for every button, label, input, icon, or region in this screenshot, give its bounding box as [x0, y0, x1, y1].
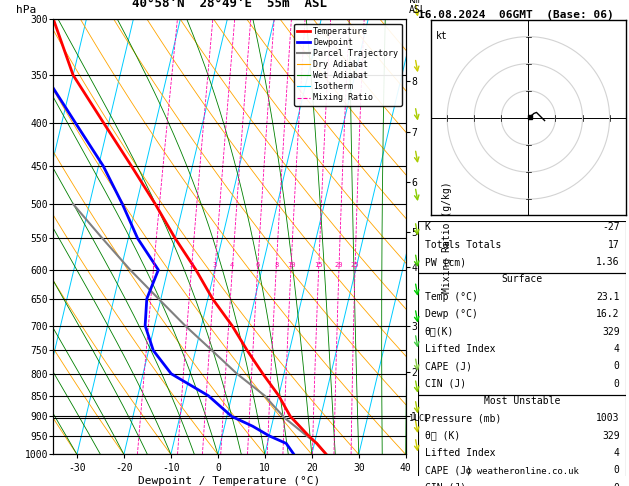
Text: 0: 0: [614, 361, 620, 371]
Text: Pressure (mb): Pressure (mb): [425, 413, 501, 423]
Text: 0: 0: [614, 379, 620, 389]
Text: K: K: [425, 223, 430, 232]
Text: Temp (°C): Temp (°C): [425, 292, 477, 302]
Bar: [418, 395, 626, 486]
Text: CIN (J): CIN (J): [425, 483, 465, 486]
Text: 15: 15: [314, 261, 323, 268]
Text: Totals Totals: Totals Totals: [425, 240, 501, 250]
Text: 1003: 1003: [596, 413, 620, 423]
Text: Lifted Index: Lifted Index: [425, 448, 495, 458]
Text: kt: kt: [437, 31, 448, 41]
Text: 329: 329: [602, 327, 620, 336]
Text: Most Unstable: Most Unstable: [484, 396, 560, 406]
Text: -27: -27: [602, 223, 620, 232]
Text: 0: 0: [614, 483, 620, 486]
Text: 40°58'N  28°49'E  55m  ASL: 40°58'N 28°49'E 55m ASL: [132, 0, 327, 10]
Text: 4: 4: [614, 448, 620, 458]
Text: Mixing Ratio (g/kg): Mixing Ratio (g/kg): [442, 181, 452, 293]
Text: 16.08.2024  06GMT  (Base: 06): 16.08.2024 06GMT (Base: 06): [418, 10, 614, 20]
Text: 329: 329: [602, 431, 620, 441]
Text: 4: 4: [614, 344, 620, 354]
Text: km
ASL: km ASL: [409, 0, 426, 15]
Text: 0: 0: [614, 465, 620, 475]
Text: θᴀ (K): θᴀ (K): [425, 431, 460, 441]
Text: PW (cm): PW (cm): [425, 257, 465, 267]
Text: 16.2: 16.2: [596, 309, 620, 319]
Text: 1.36: 1.36: [596, 257, 620, 267]
Text: 17: 17: [608, 240, 620, 250]
X-axis label: Dewpoint / Temperature (°C): Dewpoint / Temperature (°C): [138, 476, 321, 486]
Text: 3: 3: [213, 261, 217, 268]
Text: © weatheronline.co.uk: © weatheronline.co.uk: [465, 467, 579, 476]
Text: 8: 8: [274, 261, 278, 268]
Text: 25: 25: [351, 261, 359, 268]
Text: θᴀ(K): θᴀ(K): [425, 327, 454, 336]
Text: 20: 20: [335, 261, 343, 268]
Text: 1LCL: 1LCL: [409, 414, 429, 423]
Text: 1: 1: [152, 261, 155, 268]
Text: hPa: hPa: [16, 4, 36, 15]
Text: 4: 4: [230, 261, 235, 268]
Text: CIN (J): CIN (J): [425, 379, 465, 389]
Text: 2: 2: [189, 261, 194, 268]
Text: 6: 6: [255, 261, 260, 268]
Text: Lifted Index: Lifted Index: [425, 344, 495, 354]
Text: Dewp (°C): Dewp (°C): [425, 309, 477, 319]
Text: 10: 10: [287, 261, 295, 268]
Text: CAPE (J): CAPE (J): [425, 465, 472, 475]
Text: Surface: Surface: [501, 275, 543, 284]
Legend: Temperature, Dewpoint, Parcel Trajectory, Dry Adiabat, Wet Adiabat, Isotherm, Mi: Temperature, Dewpoint, Parcel Trajectory…: [294, 24, 401, 106]
Bar: [418, 273, 626, 395]
Bar: [418, 221, 626, 273]
Text: 23.1: 23.1: [596, 292, 620, 302]
Text: CAPE (J): CAPE (J): [425, 361, 472, 371]
